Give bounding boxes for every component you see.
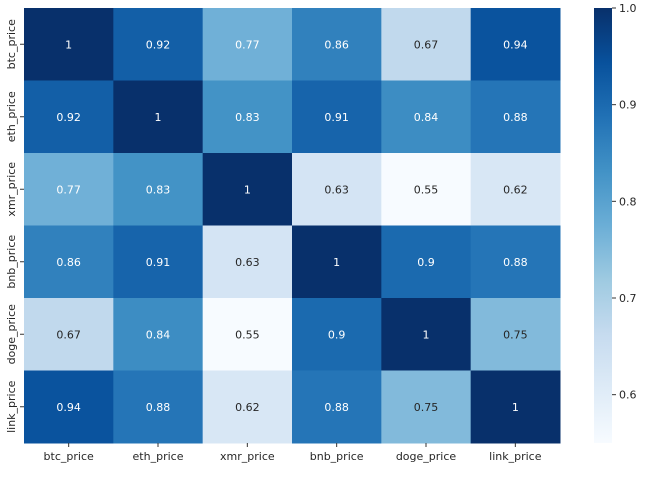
heatmap-cell-bnb_price-xmr_price [202, 225, 293, 299]
cell-annotation: 0.75 [414, 401, 439, 414]
heatmap-cell-link_price-xmr_price [202, 370, 293, 444]
cell-annotation: 1 [333, 256, 340, 269]
cell-annotation: 0.63 [235, 256, 260, 269]
heatmap-cell-btc_price-btc_price [24, 8, 114, 81]
heatmap-cell-bnb_price-eth_price [113, 225, 204, 299]
cell-annotation: 1 [155, 111, 162, 124]
y-tick-label: bnb_price [5, 235, 18, 289]
colorbar-tick-label: 0.9 [619, 99, 637, 112]
cell-annotation: 0.86 [324, 38, 349, 51]
cell-annotation: 0.84 [146, 328, 171, 341]
cell-annotation: 0.94 [56, 401, 81, 414]
cell-annotation: 0.92 [56, 111, 81, 124]
cell-annotation: 0.88 [146, 401, 171, 414]
x-tick-label: link_price [489, 450, 542, 463]
heatmap-cell-btc_price-bnb_price [292, 8, 382, 81]
y-axis: btc_price eth_price xmr_price bnb_pricedoge… [5, 19, 24, 433]
cell-annotation: 0.75 [503, 328, 528, 341]
heatmap-cell-xmr_price-doge_price [381, 153, 472, 226]
x-axis: btc_price eth_price xmr_price bnb_price doge… [44, 443, 542, 463]
heatmap-cell-xmr_price-btc_price [24, 153, 114, 226]
colorbar-tick-label: 1.0 [619, 2, 637, 15]
heatmap-cell-eth_price-doge_price [381, 80, 472, 154]
cell-annotation: 1 [244, 183, 251, 196]
cell-annotation: 0.9 [328, 328, 346, 341]
colorbar-tick-label: 0.8 [619, 195, 637, 208]
cell-annotation: 0.91 [324, 111, 349, 124]
y-tick-label: xmr_price [5, 162, 18, 217]
cell-annotation: 0.55 [414, 183, 439, 196]
cell-annotation: 0.94 [503, 38, 528, 51]
heatmap-cell-bnb_price-link_price [470, 225, 561, 299]
heatmap-cell-bnb_price-bnb_price [292, 225, 382, 299]
heatmap-cell-doge_price-btc_price [24, 298, 114, 371]
heatmap-cell-xmr_price-bnb_price [292, 153, 382, 226]
x-tick-label: bnb_price [310, 450, 364, 463]
cell-annotation: 0.83 [235, 111, 260, 124]
heatmap-cell-eth_price-xmr_price [202, 80, 293, 154]
heatmap-cell-bnb_price-doge_price [381, 225, 472, 299]
cell-annotation: 1 [65, 38, 72, 51]
y-tick-label: btc_price [5, 19, 18, 69]
cell-annotation: 0.88 [503, 256, 528, 269]
cell-annotation: 0.67 [414, 38, 439, 51]
cell-annotation: 0.67 [56, 328, 81, 341]
colorbar-bar [594, 8, 612, 443]
heatmap-cell-doge_price-link_price [470, 298, 561, 371]
heatmap-cell-doge_price-doge_price [381, 298, 472, 371]
y-tick-label: eth_price [5, 91, 18, 142]
cell-annotation: 0.92 [146, 38, 171, 51]
heatmap-cell-btc_price-doge_price [381, 8, 472, 81]
heatmap-cell-eth_price-btc_price [24, 80, 114, 154]
cell-annotation: 0.83 [146, 183, 171, 196]
cell-annotation: 0.84 [414, 111, 439, 124]
colorbar-tick-label: 0.6 [619, 389, 637, 402]
x-tick-label: btc_price [44, 450, 94, 463]
heatmap-cell-link_price-eth_price [113, 370, 204, 444]
cell-annotation: 0.88 [324, 401, 349, 414]
heatmap-cell-xmr_price-link_price [470, 153, 561, 226]
colorbar: 0.6 0.7 0.8 0.9 1.0 [594, 2, 637, 443]
x-tick-label: doge_price [396, 450, 457, 463]
heatmap-cell-link_price-doge_price [381, 370, 472, 444]
y-tick-label: doge_price [5, 304, 18, 365]
cell-annotation: 1 [423, 328, 430, 341]
heatmap-cell-btc_price-eth_price [113, 8, 204, 81]
heatmap-cell-link_price-link_price [470, 370, 561, 444]
heatmap-cell-eth_price-eth_price [113, 80, 204, 154]
cell-annotation: 0.55 [235, 328, 260, 341]
cell-annotation: 0.63 [324, 183, 349, 196]
cell-annotation: 0.91 [146, 256, 171, 269]
heatmap-cell-eth_price-bnb_price [292, 80, 382, 154]
heatmap-cell-bnb_price-btc_price [24, 225, 114, 299]
heatmap-annotations: 1 0.92 0.77 0.86 0.67 0.940.92 1 0.83 0.91 0.84 0.… [56, 38, 527, 414]
y-tick-label: link_price [5, 380, 18, 433]
heatmap-cell-eth_price-link_price [470, 80, 561, 154]
cell-annotation: 1 [512, 401, 519, 414]
heatmap-cell-link_price-btc_price [24, 370, 114, 444]
heatmap-cell-doge_price-bnb_price [292, 298, 382, 371]
cell-annotation: 0.88 [503, 111, 528, 124]
colorbar-tick-label: 0.7 [619, 292, 637, 305]
x-tick-label: xmr_price [220, 450, 275, 463]
cell-annotation: 0.9 [417, 256, 435, 269]
cell-annotation: 0.86 [56, 256, 81, 269]
cell-annotation: 0.62 [503, 183, 528, 196]
x-tick-label: eth_price [133, 450, 184, 463]
cell-annotation: 0.77 [235, 38, 260, 51]
heatmap-cells [24, 8, 561, 444]
heatmap-cell-xmr_price-eth_price [113, 153, 204, 226]
heatmap-cell-link_price-bnb_price [292, 370, 382, 444]
heatmap-cell-doge_price-xmr_price [202, 298, 293, 371]
heatmap-cell-xmr_price-xmr_price [202, 153, 293, 226]
cell-annotation: 0.62 [235, 401, 260, 414]
heatmap-cell-doge_price-eth_price [113, 298, 204, 371]
heatmap-cell-btc_price-xmr_price [202, 8, 293, 81]
cell-annotation: 0.77 [56, 183, 81, 196]
heatmap-cell-btc_price-link_price [470, 8, 561, 81]
